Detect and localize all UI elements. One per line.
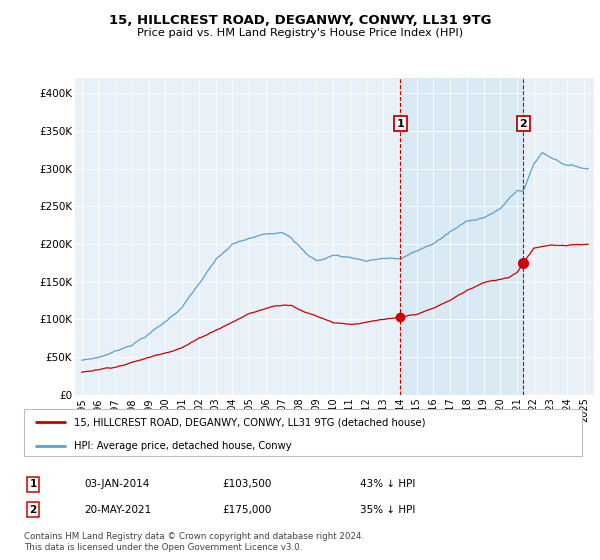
Text: Contains HM Land Registry data © Crown copyright and database right 2024.
This d: Contains HM Land Registry data © Crown c…: [24, 533, 364, 552]
Text: 15, HILLCREST ROAD, DEGANWY, CONWY, LL31 9TG: 15, HILLCREST ROAD, DEGANWY, CONWY, LL31…: [109, 14, 491, 27]
Text: 03-JAN-2014: 03-JAN-2014: [84, 479, 149, 489]
Text: 2: 2: [29, 505, 37, 515]
Text: 15, HILLCREST ROAD, DEGANWY, CONWY, LL31 9TG (detached house): 15, HILLCREST ROAD, DEGANWY, CONWY, LL31…: [74, 417, 426, 427]
Text: 35% ↓ HPI: 35% ↓ HPI: [360, 505, 415, 515]
Bar: [400, 78, 523, 395]
Text: £103,500: £103,500: [222, 479, 271, 489]
Text: Price paid vs. HM Land Registry's House Price Index (HPI): Price paid vs. HM Land Registry's House …: [137, 28, 463, 38]
Text: 1: 1: [29, 479, 37, 489]
Text: 1: 1: [397, 119, 404, 129]
Text: 20-MAY-2021: 20-MAY-2021: [84, 505, 151, 515]
Text: HPI: Average price, detached house, Conwy: HPI: Average price, detached house, Conw…: [74, 441, 292, 451]
Text: 2: 2: [520, 119, 527, 129]
Text: 43% ↓ HPI: 43% ↓ HPI: [360, 479, 415, 489]
Text: £175,000: £175,000: [222, 505, 271, 515]
